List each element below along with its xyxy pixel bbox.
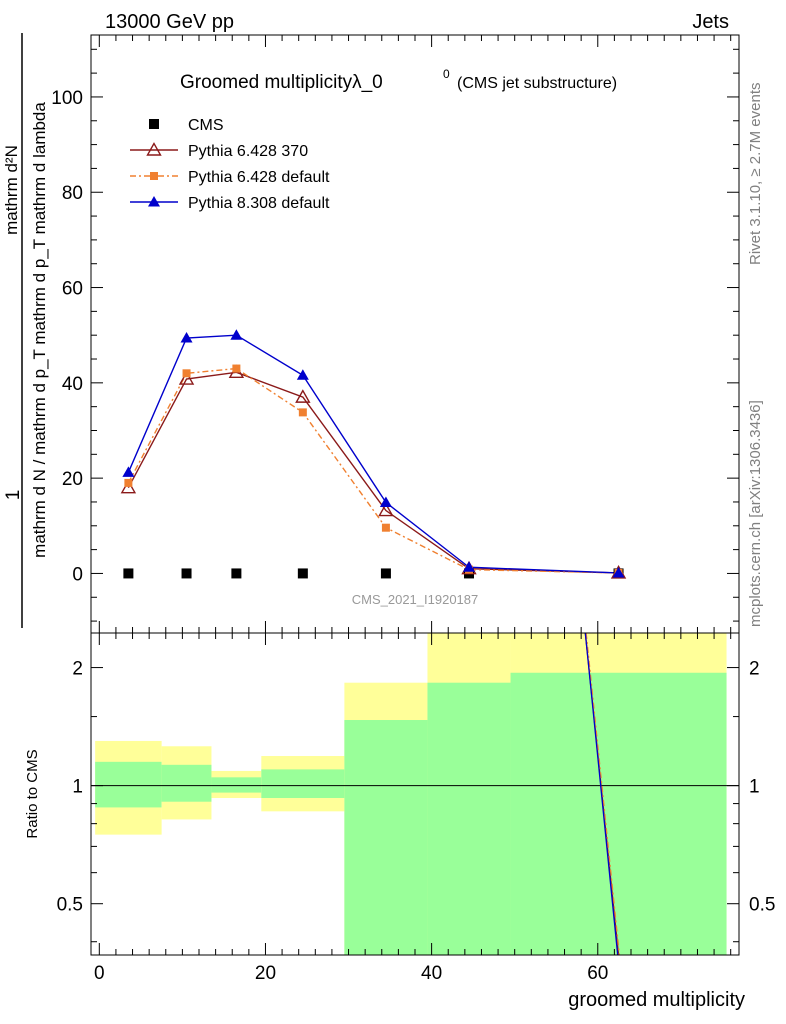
data-point [232,364,241,373]
data-point [296,369,309,380]
ratio-band-inner [344,720,428,955]
legend: CMS Pythia 6.428 370 Pythia 6.428 default P… [130,117,330,212]
main-y-tick-label: 60 [62,279,83,300]
series-line [127,367,619,574]
title-text: Groomed multiplicityλ_0 [180,72,383,93]
data-point [180,332,193,343]
ratio-y-tick-label: 0.5 [57,895,83,916]
y-label-denominator: mathrm d N / mathrm d p_T mathrm d p_T m… [30,102,49,558]
legend-label: Pythia 6.428 default [188,169,330,186]
data-point [181,568,192,579]
main-y-tick-label: 100 [51,88,83,109]
x-tick-label: 60 [587,963,608,984]
data-point [379,496,392,507]
ratio-plot-layer [91,632,739,956]
ratio-band-inner [95,761,162,808]
data-point [298,408,307,417]
ratio-uncertainty-bands [95,633,727,955]
ratio-y-tick-label-right: 0.5 [749,895,775,916]
data-point [182,369,191,378]
ratio-line [584,632,619,956]
data-point [122,466,135,477]
legend-label: Pythia 8.308 default [188,195,330,212]
ratio-plot-frame [90,632,740,956]
x-axis-label: groomed multiplicity [568,989,745,1011]
data-point [178,371,195,385]
main-plot-layer [120,329,627,579]
ratio-y-tick-label: 2 [72,659,83,680]
data-point [230,329,243,340]
category-label: Jets [692,11,729,33]
x-tick-label: 0 [94,963,105,984]
data-point [150,172,158,180]
x-tick-label: 40 [421,963,442,984]
legend-label: CMS [188,117,224,134]
data-point [380,568,391,579]
main-y-axis-label: 1 mathrm d N / mathrm d p_T mathrm d p_T… [2,33,49,628]
data-point [149,119,159,129]
x-tick-label: 20 [255,963,276,984]
subtitle-text: (CMS jet substructure) [457,75,617,92]
data-point [231,568,242,579]
data-point [120,479,137,494]
data-point [123,568,134,579]
data-point [124,478,133,487]
data-point [378,502,394,517]
main-y-tick-label: 80 [62,183,83,204]
energy-label: 13000 GeV pp [105,11,234,33]
ratio-band-inner [211,777,262,793]
ratio-y-label: Ratio to CMS [24,749,41,838]
ratio-line [585,632,621,956]
main-y-tick-label: 40 [62,374,83,395]
ratio-band-inner [161,764,212,802]
ratio-band-inner [510,672,727,955]
main-y-tick-label: 20 [62,469,83,490]
axes-layer: 0 20 40 60 80 100 0 20 40 60 0.5 0.5 1 1 2 2 [51,35,775,984]
data-point [146,142,162,156]
ratio-y-tick-label-right: 1 [749,777,760,798]
data-point [295,389,311,403]
ratio-y-tick-label: 1 [72,777,83,798]
y-label-numerator: mathrm d²N [2,145,21,235]
data-point [381,523,390,532]
ratio-band-inner [261,769,345,799]
ratio-band-inner [427,682,511,955]
title-superscript: 0 [443,67,450,81]
legend-label: Pythia 6.428 370 [188,143,308,160]
rivet-label: Rivet 3.1.10, ≥ 2.7M events [747,83,764,266]
analysis-id: CMS_2021_I1920187 [352,592,479,607]
series-line [127,334,619,574]
plot-title: Groomed multiplicityλ_0 0 (CMS jet subst… [180,67,617,93]
data-point [463,561,475,572]
data-point [297,568,308,579]
series-line [127,371,619,574]
y-label-one: 1 [3,490,24,501]
site-label: mcplots.cern.ch [arXiv:1306.3436] [747,400,764,627]
data-point [148,196,160,207]
main-y-tick-label: 0 [72,564,83,585]
data-point [612,566,625,578]
ratio-y-tick-label-right: 2 [749,659,760,680]
